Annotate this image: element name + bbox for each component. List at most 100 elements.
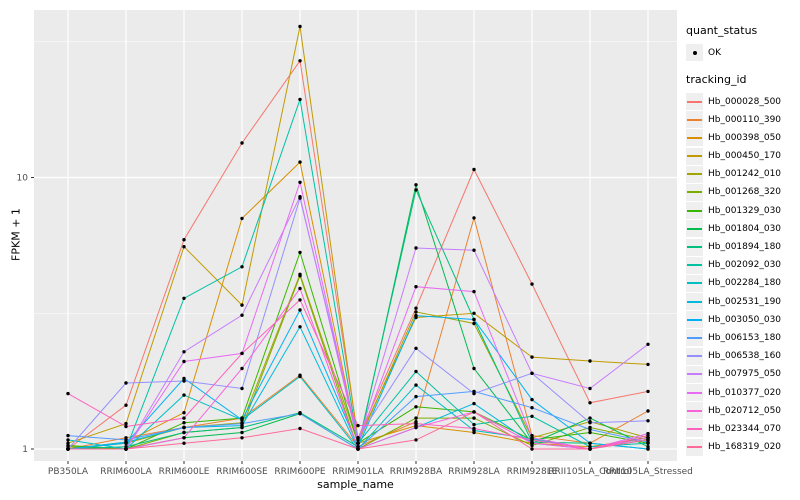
data-point: [530, 441, 534, 445]
point-icon: [692, 50, 697, 55]
data-point: [646, 362, 650, 367]
series-line-icon: [687, 355, 702, 358]
legend-item-Hb_002284_180: Hb_002284_180: [686, 274, 800, 292]
data-point: [182, 245, 186, 249]
legend-item-label: Hb_001329_030: [708, 205, 782, 216]
series-color-key: [686, 202, 703, 220]
series-line-icon: [687, 264, 702, 267]
series-line-icon: [687, 336, 702, 339]
x-tick-label: RRIM600SE: [216, 467, 268, 477]
series-color-key: [686, 93, 703, 110]
data-point: [182, 359, 186, 364]
data-point: [124, 424, 128, 429]
data-point: [588, 416, 592, 420]
legend-item-label: Hb_000450_170: [708, 151, 782, 162]
data-point: [472, 321, 476, 326]
data-point: [182, 430, 186, 435]
data-point: [414, 285, 418, 289]
legend-item-Hb_007975_050: Hb_007975_050: [686, 365, 800, 383]
legend-item-Hb_168319_020: Hb_168319_020: [686, 438, 800, 456]
legend-item-label: Hb_000110_390: [708, 114, 782, 125]
legend-item-label: Hb_001268_320: [708, 187, 782, 198]
data-point: [588, 359, 592, 363]
legend-item-label: OK: [708, 47, 721, 58]
series-color-key: [686, 384, 703, 401]
data-point: [414, 183, 418, 187]
data-point: [298, 286, 302, 291]
data-point: [298, 426, 302, 431]
data-point: [588, 386, 592, 391]
data-point: [414, 383, 418, 387]
series-color-key: [686, 111, 703, 129]
data-point: [66, 443, 70, 448]
series-line-icon: [687, 282, 702, 285]
y-tick-label: 1: [22, 445, 28, 455]
ok-point-key: [686, 44, 703, 61]
legend-item-label: Hb_010377_020: [708, 387, 782, 398]
x-tick-label: RRIM928BA: [390, 467, 443, 477]
data-point: [414, 394, 418, 399]
data-point: [298, 250, 302, 255]
data-point: [298, 24, 302, 29]
series-color-key: [686, 129, 703, 147]
data-point: [646, 342, 650, 346]
data-point: [298, 180, 302, 184]
data-point: [298, 374, 302, 379]
series-color-key: [686, 311, 703, 329]
data-point: [182, 425, 186, 430]
axis-tick-marks: [31, 177, 649, 464]
legend-item-Hb_010377_020: Hb_010377_020: [686, 384, 800, 401]
data-point: [356, 447, 360, 451]
series-color-key: [686, 329, 703, 347]
legend-item-label: Hb_007975_050: [708, 369, 782, 380]
data-point: [646, 447, 650, 451]
series-line-icon: [687, 227, 702, 230]
data-point: [66, 438, 70, 442]
y-axis-title: FPKM + 1: [9, 208, 23, 261]
y-tick-label: 10: [17, 174, 29, 184]
data-point: [240, 141, 244, 145]
legend-item-Hb_000110_390: Hb_000110_390: [686, 111, 800, 129]
data-point: [646, 438, 650, 442]
data-point: [240, 430, 244, 435]
legend-item-Hb_020712_050: Hb_020712_050: [686, 402, 800, 420]
series-color-key: [686, 420, 703, 438]
legend-item-label: Hb_002284_180: [708, 278, 782, 289]
legend-item-Hb_001329_030: Hb_001329_030: [686, 202, 800, 220]
data-point: [182, 436, 186, 440]
data-point: [66, 433, 70, 438]
data-point: [414, 425, 418, 430]
data-point: [588, 427, 592, 432]
series-line-icon: [687, 118, 702, 121]
data-point: [414, 188, 418, 192]
series-line-icon: [687, 191, 702, 194]
series-color-key: [686, 165, 703, 183]
data-point: [240, 313, 244, 317]
legend-item-label: Hb_020712_050: [708, 405, 782, 416]
series-color-key: [686, 238, 703, 256]
data-points: [66, 24, 650, 451]
data-point: [414, 421, 418, 426]
data-point: [298, 97, 302, 102]
series-line-icon: [687, 409, 702, 412]
legend: quant_status OK tracking_id Hb_000028_50…: [686, 24, 800, 457]
series-color-key: [686, 274, 703, 292]
x-tick-label: RRIM928LE: [507, 467, 558, 477]
data-point: [182, 411, 186, 415]
legend-item-Hb_001894_180: Hb_001894_180: [686, 238, 800, 256]
legend-item-label: Hb_002531_190: [708, 296, 782, 307]
x-tick-label: RRIM901LA: [332, 467, 384, 477]
data-point: [646, 409, 650, 413]
data-point: [182, 441, 186, 445]
data-point: [240, 303, 244, 307]
x-axis-title: sample_name: [317, 478, 394, 491]
data-point: [182, 376, 186, 381]
data-point: [124, 421, 128, 426]
series-color-key: [686, 438, 703, 456]
data-point: [124, 403, 128, 407]
data-point: [414, 313, 418, 318]
legend-item-label: Hb_000398_050: [708, 132, 782, 143]
x-tick-label: RRIM600LA: [100, 467, 152, 477]
data-point: [298, 274, 302, 278]
